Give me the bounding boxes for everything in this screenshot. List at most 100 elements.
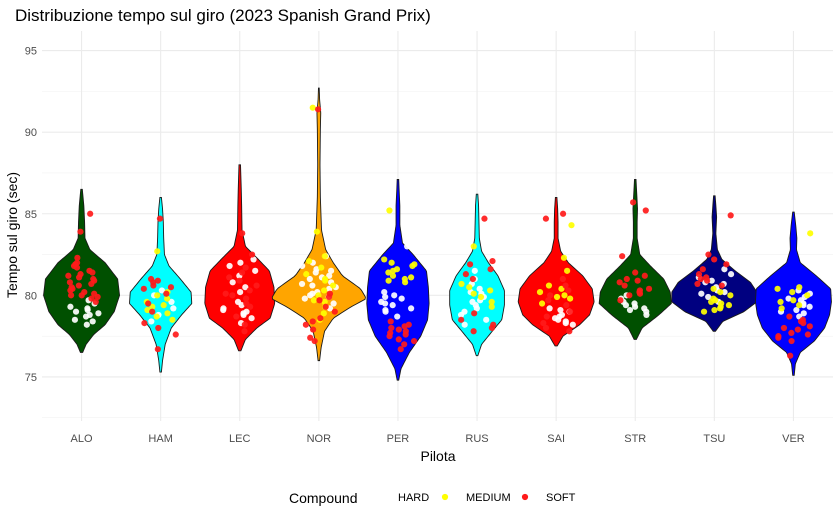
point-soft <box>75 282 82 289</box>
point-hard <box>391 292 398 299</box>
point-soft <box>630 199 637 206</box>
point-soft <box>92 298 99 305</box>
point-medium <box>309 104 316 111</box>
x-tick-labels: ALO HAM LEC NOR PER RUS SAI STR TSU VER <box>71 433 805 445</box>
point-soft <box>395 336 402 343</box>
point-medium <box>144 306 151 314</box>
point-soft <box>154 277 161 284</box>
point-medium <box>321 298 328 305</box>
point-hard <box>708 277 715 284</box>
point-soft <box>563 302 570 309</box>
violins <box>43 87 832 381</box>
point-soft <box>241 328 248 335</box>
point-hard <box>229 279 236 286</box>
point-soft <box>72 261 79 268</box>
point-soft <box>562 282 569 289</box>
point-hard <box>240 310 247 317</box>
point-soft <box>163 290 170 297</box>
point-soft <box>67 287 74 294</box>
point-medium <box>777 298 784 305</box>
point-medium <box>538 300 546 307</box>
point-hard <box>307 202 314 209</box>
point-hard <box>309 290 316 297</box>
point-hard <box>476 285 483 292</box>
point-soft <box>89 269 96 276</box>
point-soft <box>471 310 478 317</box>
chart-title: Distribuzione tempo sul giro (2023 Spani… <box>15 6 431 25</box>
point-soft <box>253 282 260 289</box>
point-medium <box>804 292 811 299</box>
point-hard <box>72 308 80 315</box>
point-medium <box>401 275 408 283</box>
point-medium <box>568 222 575 229</box>
point-soft <box>566 308 574 315</box>
point-soft <box>804 331 811 338</box>
point-soft <box>621 282 628 289</box>
point-hard <box>220 306 227 314</box>
point-medium <box>407 274 415 281</box>
point-soft <box>226 274 233 281</box>
point-hard <box>631 303 639 310</box>
point-soft <box>695 271 703 278</box>
point-hard <box>793 306 800 314</box>
point-soft <box>543 313 550 320</box>
point-soft <box>310 326 317 333</box>
point-medium <box>717 288 724 296</box>
point-medium <box>388 259 395 266</box>
point-medium <box>310 297 318 304</box>
violin-nor <box>271 87 366 362</box>
point-soft <box>545 297 552 304</box>
point-soft <box>90 275 97 283</box>
point-medium <box>322 277 329 284</box>
point-medium <box>718 300 725 307</box>
point-medium <box>381 256 388 263</box>
point-medium <box>153 313 160 320</box>
point-soft <box>786 313 793 320</box>
point-soft <box>242 295 250 302</box>
point-soft <box>238 269 246 276</box>
point-medium <box>164 310 171 317</box>
point-soft <box>309 318 316 325</box>
point-medium <box>488 298 495 305</box>
point-hard <box>89 318 96 325</box>
point-hard <box>626 306 634 314</box>
x-tick-label: RUS <box>465 433 488 445</box>
point-soft <box>316 297 323 304</box>
point-soft <box>401 323 408 330</box>
point-medium <box>458 280 465 288</box>
point-soft <box>616 279 623 286</box>
point-hard <box>382 306 389 314</box>
point-soft <box>788 337 795 345</box>
point-medium <box>320 310 327 317</box>
point-hard <box>382 293 389 301</box>
point-soft <box>632 269 639 276</box>
point-soft <box>145 300 152 307</box>
point-hard <box>404 243 411 250</box>
point-soft <box>462 271 469 278</box>
x-tick-label: SAI <box>547 433 565 445</box>
point-medium <box>807 230 814 237</box>
point-medium <box>561 292 568 299</box>
point-soft <box>78 292 85 299</box>
point-medium <box>712 297 719 304</box>
violin-sai <box>517 196 595 347</box>
y-tick-label: 80 <box>25 290 37 302</box>
point-hard <box>234 298 242 305</box>
point-soft <box>470 328 477 335</box>
point-medium <box>160 302 167 309</box>
point-soft <box>566 328 573 335</box>
point-hard <box>785 295 792 302</box>
point-hard <box>469 298 476 305</box>
point-medium <box>411 261 418 268</box>
point-medium <box>774 285 781 292</box>
point-soft <box>167 284 175 291</box>
point-medium <box>789 288 796 296</box>
point-soft <box>307 334 314 341</box>
violin-per <box>366 179 430 381</box>
point-hard <box>705 293 712 301</box>
point-soft <box>636 290 644 297</box>
point-soft <box>401 341 408 348</box>
point-soft <box>540 319 547 327</box>
point-hard <box>326 272 333 279</box>
legend-label-hard: HARD <box>398 492 429 504</box>
